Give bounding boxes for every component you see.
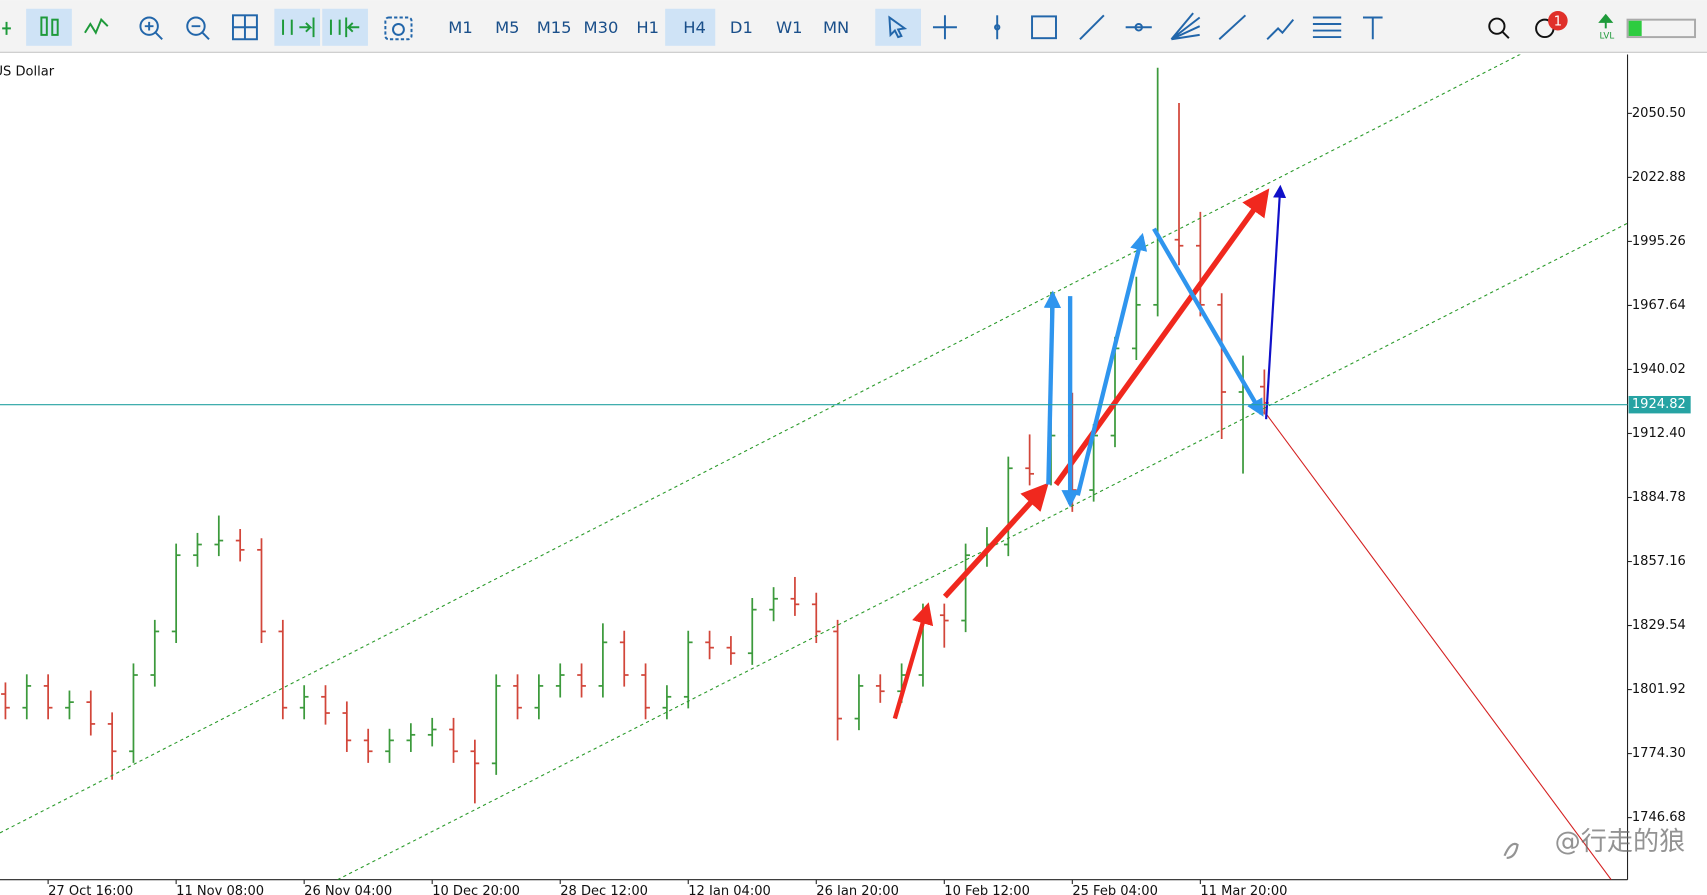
badge xyxy=(1548,10,1568,31)
y-tick-label: 1774.30 xyxy=(1632,746,1686,761)
toolbar: LVL 1 M1 M5 M15 M30 H1 H4 D1 W1 MN xyxy=(0,0,1707,53)
drawings xyxy=(0,54,1628,880)
y-tick-label: 1884.78 xyxy=(1632,490,1686,505)
y-tick-label: 1967.64 xyxy=(1632,298,1686,313)
arrow xyxy=(1152,227,1264,417)
watermark-logo xyxy=(1503,842,1519,860)
trend-line xyxy=(1265,413,1612,880)
x-tick-label: 10 Dec 20:00 xyxy=(432,884,520,895)
y-tick-label: 1857.16 xyxy=(1632,554,1686,569)
badge-count: 1 xyxy=(1554,14,1562,29)
arrow xyxy=(1075,232,1148,496)
y-tick-label: 1801.92 xyxy=(1632,682,1686,697)
current-price-label: 1924.82 xyxy=(1632,397,1686,412)
x-tick-label: 10 Feb 12:00 xyxy=(944,884,1030,895)
x-tick-label: 27 Oct 16:00 xyxy=(48,884,133,895)
timeframe-button[interactable]: D1 xyxy=(730,18,753,37)
x-tick-label: 26 Nov 04:00 xyxy=(304,884,392,895)
timeframe-button[interactable]: MN xyxy=(823,18,849,37)
y-tick-label: 1995.26 xyxy=(1632,234,1686,249)
x-tick-label: 11 Nov 08:00 xyxy=(176,884,264,895)
timeframe-button[interactable]: M15 xyxy=(537,18,572,37)
lvl-label: LVL xyxy=(1600,31,1615,41)
y-tick-label: 1746.68 xyxy=(1632,810,1686,825)
timeframe-button[interactable]: M5 xyxy=(495,18,519,37)
timeframe-button[interactable]: H4 xyxy=(683,18,706,37)
symbol-title: US Dollar xyxy=(0,64,55,79)
y-tick-label: 1912.40 xyxy=(1632,426,1686,441)
toolbar-icons[interactable] xyxy=(2,8,1697,46)
y-tick-label: 2050.50 xyxy=(1632,106,1686,121)
y-tick-label: 1940.02 xyxy=(1632,362,1686,377)
current-price-box xyxy=(1628,395,1691,414)
y-tick-label: 2022.88 xyxy=(1632,170,1686,185)
x-tick-label: 11 Mar 20:00 xyxy=(1200,884,1287,895)
timeframe-button[interactable]: M1 xyxy=(448,18,472,37)
arrow xyxy=(892,602,934,720)
timeframe-button[interactable]: M30 xyxy=(584,18,619,37)
timeframe-button[interactable]: W1 xyxy=(776,18,803,37)
button-active[interactable] xyxy=(26,8,72,46)
y-tick-label: 1829.54 xyxy=(1632,618,1686,633)
arrow xyxy=(1043,290,1062,485)
x-tick-label: 26 Jan 20:00 xyxy=(816,884,899,895)
x-tick-label: 12 Jan 04:00 xyxy=(688,884,771,895)
arrow xyxy=(1265,184,1287,420)
x-tick-label: 28 Dec 12:00 xyxy=(560,884,648,895)
channel-line xyxy=(0,54,1522,834)
x-tick-label: 25 Feb 04:00 xyxy=(1072,884,1158,895)
timeframe-button[interactable]: H1 xyxy=(636,18,659,37)
arrow xyxy=(942,482,1049,599)
watermark: @行走的狼 xyxy=(1555,827,1686,857)
